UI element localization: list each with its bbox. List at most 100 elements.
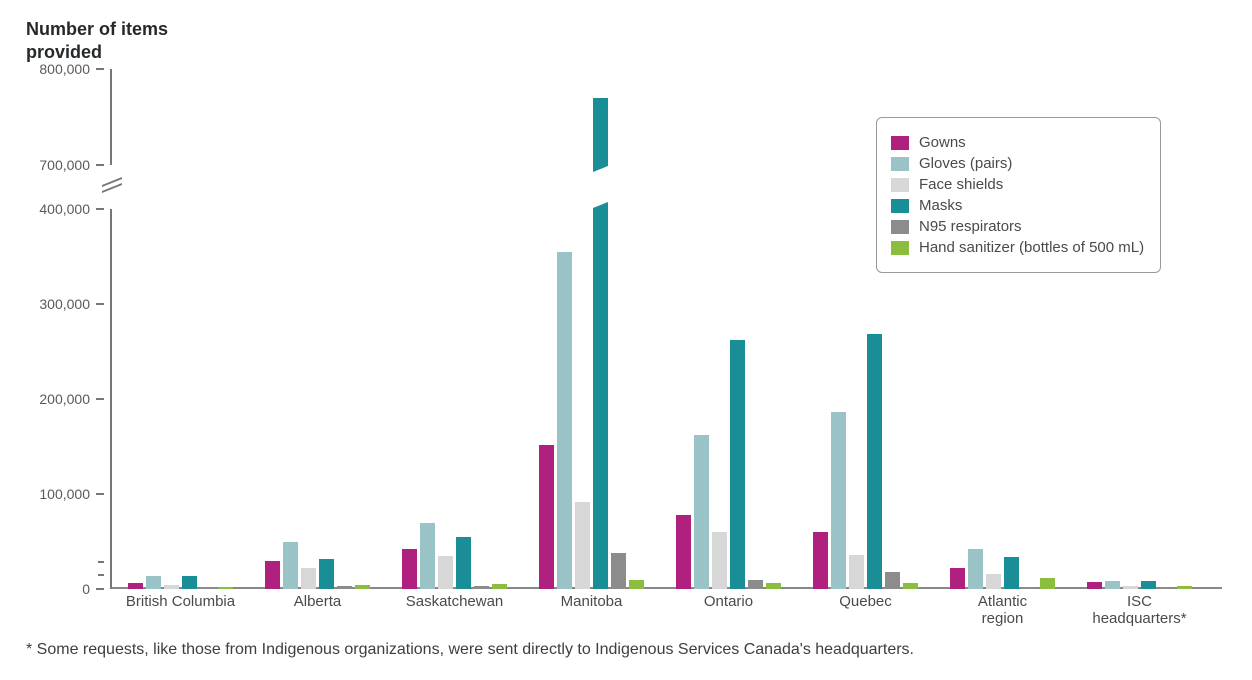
legend-label: N95 respirators [919, 218, 1022, 235]
bar [849, 555, 864, 589]
footnote: * Some requests, like those from Indigen… [26, 641, 1226, 659]
bar [867, 334, 882, 589]
bar-group [128, 576, 233, 589]
y-tick: 100,000 [26, 486, 104, 502]
chart-title-line2: provided [26, 42, 102, 62]
bar [1087, 582, 1102, 589]
y-tick-label: 100,000 [39, 486, 96, 502]
y-tick-mark [96, 303, 104, 305]
y-tick-mark [96, 588, 104, 590]
bar [1105, 581, 1120, 589]
y-tick: 700,000 [26, 157, 104, 173]
x-tick-label: Alberta [252, 593, 383, 610]
y-tick-mark [96, 493, 104, 495]
bar [694, 435, 709, 589]
y-tick-mark [96, 208, 104, 210]
bar [182, 576, 197, 589]
bar-group [402, 523, 507, 590]
legend-label: Face shields [919, 176, 1003, 193]
bar [611, 553, 626, 589]
y-tick-label: 800,000 [39, 61, 96, 77]
y-minor-tick [26, 561, 104, 563]
bar [748, 580, 763, 590]
bar-group [265, 542, 370, 590]
y-tick-label: 400,000 [39, 201, 96, 217]
bar [420, 523, 435, 590]
y-tick-mark [96, 68, 104, 70]
legend-swatch [891, 241, 909, 255]
bar-group [1087, 581, 1192, 589]
legend-item: Masks [891, 197, 1144, 214]
bar [301, 568, 316, 589]
y-tick: 800,000 [26, 61, 104, 77]
y-tick-mark [98, 561, 104, 563]
legend-item: N95 respirators [891, 218, 1144, 235]
legend-swatch [891, 220, 909, 234]
legend-item: Face shields [891, 176, 1144, 193]
bar [265, 561, 280, 590]
bar-break-mask [589, 164, 612, 209]
x-tick-label: Quebec [800, 593, 931, 610]
bar [146, 576, 161, 589]
bar [885, 572, 900, 589]
y-axis: 0100,000200,000300,000400,000700,000800,… [26, 69, 104, 589]
x-tick-label: ISCheadquarters* [1074, 593, 1205, 628]
legend-label: Gowns [919, 134, 966, 151]
legend-label: Masks [919, 197, 962, 214]
bar [575, 502, 590, 589]
bar-group [950, 549, 1055, 589]
x-tick-label: Atlanticregion [937, 593, 1068, 628]
y-tick-label: 0 [82, 581, 96, 597]
y-tick-mark [96, 164, 104, 166]
legend: Gowns Gloves (pairs) Face shields Masks N95 … [876, 117, 1161, 273]
y-tick-label: 300,000 [39, 296, 96, 312]
y-tick-mark [98, 574, 104, 576]
x-tick-label: Manitoba [526, 593, 657, 610]
bar [968, 549, 983, 589]
bar [1004, 557, 1019, 589]
bar [629, 580, 644, 589]
y-tick: 0 [26, 581, 104, 597]
legend-item: Gowns [891, 134, 1144, 151]
y-minor-tick [26, 574, 104, 576]
legend-swatch [891, 136, 909, 150]
bar [557, 252, 572, 589]
bar [813, 532, 828, 589]
bar [539, 445, 554, 589]
x-tick-label: Ontario [663, 593, 794, 610]
bar [730, 340, 745, 589]
bar [283, 542, 298, 590]
legend-swatch [891, 199, 909, 213]
bar-group [813, 334, 918, 589]
bar [438, 556, 453, 589]
y-tick-mark [96, 398, 104, 400]
y-tick: 300,000 [26, 296, 104, 312]
legend-item: Gloves (pairs) [891, 155, 1144, 172]
y-tick: 200,000 [26, 391, 104, 407]
bar [950, 568, 965, 589]
bar [986, 574, 1001, 589]
bar-group [676, 340, 781, 589]
x-tick-label: British Columbia [115, 593, 246, 610]
bar [831, 412, 846, 589]
chart-title: Number of items provided [26, 18, 1226, 63]
chart-title-line1: Number of items [26, 19, 168, 39]
y-tick-label: 700,000 [39, 157, 96, 173]
legend-label: Gloves (pairs) [919, 155, 1012, 172]
bar [456, 537, 471, 589]
bar [676, 515, 691, 589]
legend-label: Hand sanitizer (bottles of 500 mL) [919, 239, 1144, 256]
chart-area: 0100,000200,000300,000400,000700,000800,… [26, 69, 1226, 629]
y-tick: 400,000 [26, 201, 104, 217]
bar [319, 559, 334, 589]
legend-swatch [891, 178, 909, 192]
y-tick-label: 200,000 [39, 391, 96, 407]
bar-group [539, 98, 644, 589]
bar [712, 532, 727, 589]
legend-item: Hand sanitizer (bottles of 500 mL) [891, 239, 1144, 256]
legend-swatch [891, 157, 909, 171]
bar [402, 549, 417, 589]
x-axis-labels: British ColumbiaAlbertaSaskatchewanManit… [112, 589, 1222, 629]
bar [1040, 578, 1055, 589]
bar [1141, 581, 1156, 589]
